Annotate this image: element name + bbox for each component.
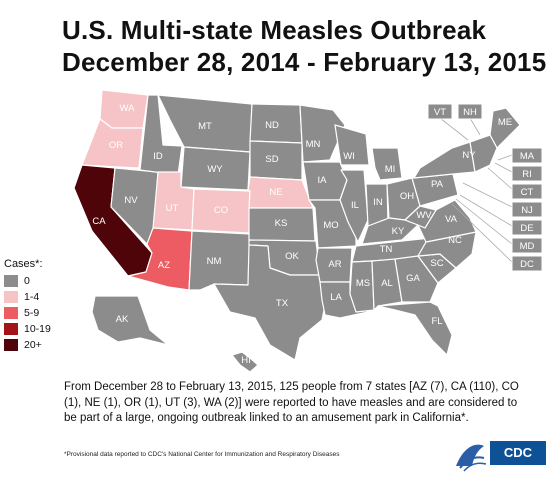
- state-label-wa: WA: [120, 103, 136, 114]
- state-label-ia: IA: [318, 175, 328, 186]
- outbreak-description: From December 28 to February 13, 2015, 1…: [64, 381, 519, 424]
- box-label-ri: RI: [522, 169, 532, 180]
- box-label-dc: DC: [520, 259, 534, 270]
- state-label-mo: MO: [323, 220, 338, 231]
- state-label-ar: AR: [328, 259, 341, 270]
- state-wi[interactable]: [334, 124, 370, 166]
- state-label-tn: TN: [380, 244, 393, 255]
- state-label-sd: SD: [265, 154, 278, 165]
- state-ms[interactable]: [349, 260, 375, 313]
- map-title: U.S. Multi-state Measles Outbreak Decemb…: [62, 14, 552, 78]
- state-label-sc: SC: [430, 258, 443, 269]
- legend-label: 1-4: [24, 291, 40, 303]
- cdc-logo: CDC: [490, 441, 546, 465]
- box-label-de: DE: [520, 223, 533, 234]
- us-map: WA OR CA NV ID MT WY UT CO AZ NM ND SD NE KS OK TX MN IA MO…: [73, 89, 543, 373]
- state-label-wi: WI: [343, 151, 355, 162]
- state-label-nm: NM: [207, 256, 222, 267]
- new-england-region: [469, 134, 498, 173]
- state-label-mt: MT: [198, 121, 212, 132]
- box-ma[interactable]: [511, 147, 543, 164]
- box-de[interactable]: [511, 219, 543, 236]
- state-fl[interactable]: [377, 301, 453, 356]
- legend-label: 20+: [24, 339, 42, 351]
- state-me[interactable]: [489, 107, 521, 149]
- legend-item-5-9: 5-9: [4, 305, 64, 321]
- legend-item-0: 0: [4, 273, 64, 289]
- state-label-fl: FL: [431, 316, 442, 327]
- state-al[interactable]: [371, 258, 403, 311]
- box-vt[interactable]: [427, 103, 453, 120]
- state-label-va: VA: [445, 214, 458, 225]
- state-label-ne: NE: [269, 187, 282, 198]
- state-hi[interactable]: [231, 351, 259, 373]
- state-il[interactable]: [339, 169, 369, 243]
- box-label-nj: NJ: [521, 205, 533, 216]
- state-label-mn: MN: [306, 139, 321, 150]
- state-label-ca: CA: [92, 216, 106, 227]
- legend-item-10-19: 10-19: [4, 321, 64, 337]
- legend-swatch: [4, 323, 18, 335]
- state-label-nc: NC: [448, 235, 462, 246]
- state-label-il: IL: [351, 200, 359, 211]
- state-tx[interactable]: [213, 244, 329, 361]
- state-label-hi: HI: [241, 355, 251, 366]
- state-label-co: CO: [214, 205, 228, 216]
- state-label-ms: MS: [356, 278, 370, 289]
- box-md[interactable]: [511, 237, 543, 254]
- legend-swatch: [4, 339, 18, 351]
- state-label-or: OR: [109, 140, 123, 151]
- state-ak[interactable]: [91, 295, 169, 346]
- state-label-me: ME: [498, 117, 512, 128]
- state-label-in: IN: [373, 197, 383, 208]
- title-line-2: December 28, 2014 - February 13, 2015: [62, 47, 547, 77]
- box-ri[interactable]: [511, 165, 543, 182]
- legend-item-20-plus: 20+: [4, 337, 64, 353]
- state-label-al: AL: [381, 278, 393, 289]
- box-label-nh: NH: [463, 107, 477, 118]
- hhs-eagle-icon: [456, 444, 487, 472]
- title-line-1: U.S. Multi-state Measles Outbreak: [62, 15, 487, 45]
- state-or[interactable]: [81, 118, 144, 169]
- state-label-wy: WY: [207, 164, 223, 175]
- state-label-oh: OH: [400, 191, 414, 202]
- legend-label: 0: [24, 275, 30, 287]
- state-label-la: LA: [330, 292, 342, 303]
- legend: Cases*: 0 1-4 5-9 10-19 20+: [4, 258, 64, 353]
- box-nj[interactable]: [511, 201, 543, 218]
- state-label-pa: PA: [431, 179, 444, 190]
- box-nh[interactable]: [457, 103, 483, 120]
- state-wv[interactable]: [404, 205, 437, 229]
- legend-item-1-4: 1-4: [4, 289, 64, 305]
- state-label-ny: NY: [462, 150, 476, 161]
- legend-swatch: [4, 291, 18, 303]
- box-label-md: MD: [520, 241, 535, 252]
- state-label-ut: UT: [166, 203, 179, 214]
- state-ga[interactable]: [394, 255, 439, 303]
- legend-swatch: [4, 275, 18, 287]
- state-label-az: AZ: [158, 260, 170, 271]
- legend-title: Cases*:: [4, 258, 43, 270]
- state-label-nv: NV: [124, 195, 138, 206]
- state-label-wv: WV: [416, 210, 432, 221]
- box-label-ma: MA: [520, 151, 535, 162]
- footnote: *Provisional data reported to CDC's Nati…: [64, 451, 340, 458]
- legend-swatch: [4, 307, 18, 319]
- state-label-mi: MI: [385, 164, 396, 175]
- state-label-tx: TX: [276, 298, 289, 309]
- state-label-ks: KS: [275, 218, 288, 229]
- box-label-ct: CT: [521, 187, 534, 198]
- state-label-ga: GA: [406, 273, 420, 284]
- state-mi[interactable]: [371, 147, 403, 181]
- state-label-ak: AK: [116, 314, 129, 325]
- state-label-ky: KY: [392, 226, 405, 237]
- legend-label: 5-9: [24, 307, 40, 319]
- state-label-id: ID: [153, 151, 163, 162]
- box-dc[interactable]: [511, 255, 543, 272]
- state-label-ok: OK: [285, 251, 299, 262]
- state-label-nd: ND: [265, 120, 279, 131]
- legend-label: 10-19: [24, 323, 51, 335]
- box-ct[interactable]: [511, 183, 543, 200]
- box-label-vt: VT: [434, 107, 446, 118]
